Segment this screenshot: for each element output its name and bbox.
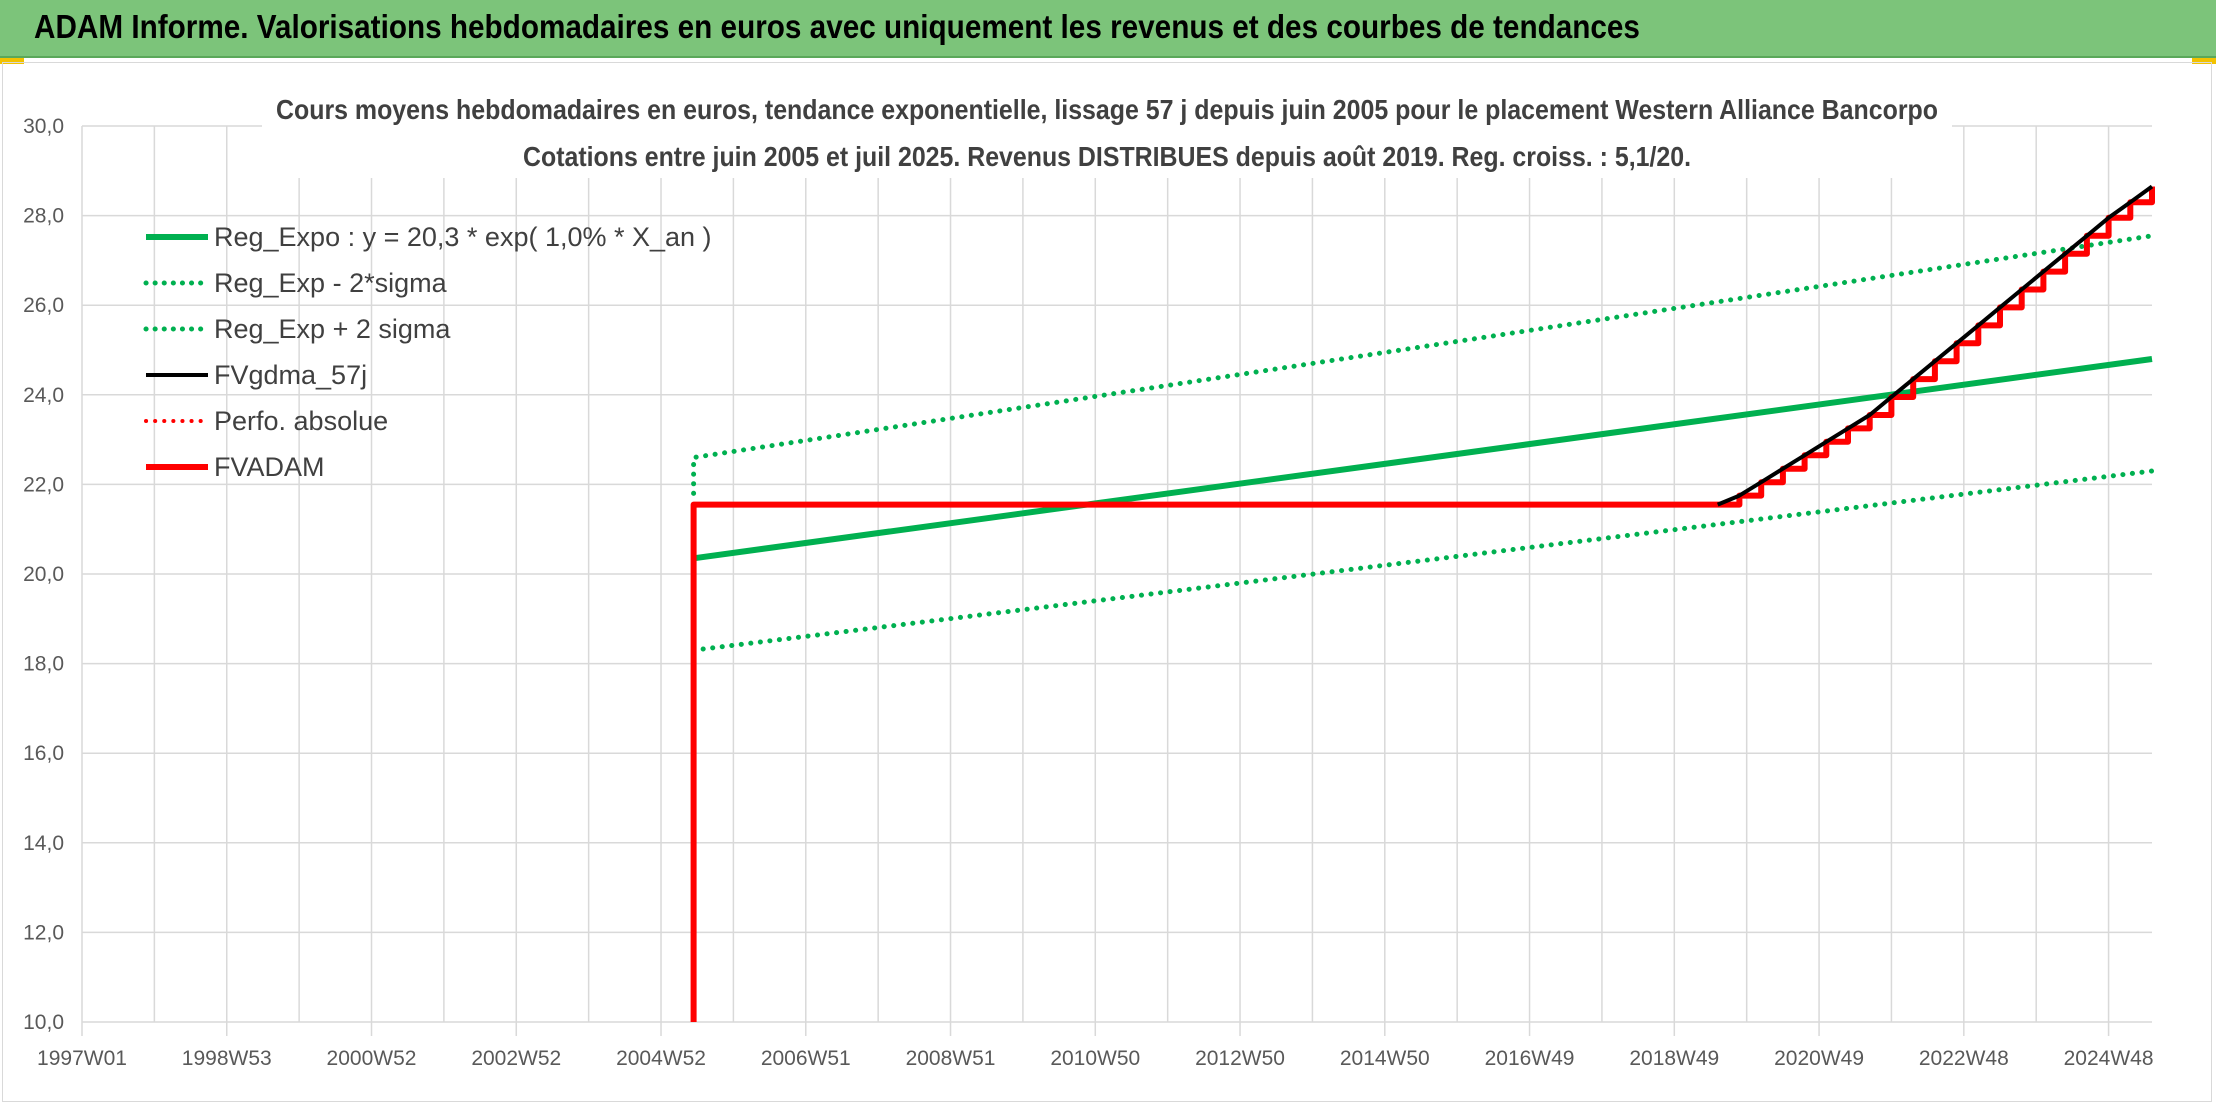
y-tick-label: 12,0 — [23, 921, 64, 944]
series-line-5 — [690, 186, 2155, 1022]
corner-accent-top-left — [0, 58, 24, 64]
legend-label: FVgdma_57j — [214, 360, 367, 390]
report-title: ADAM Informe. Valorisations hebdomadaire… — [34, 8, 1640, 45]
legend-label: Reg_Exp - 2*sigma — [214, 268, 448, 298]
chart-title: Cours moyens hebdomadaires en euros, ten… — [276, 94, 1938, 125]
legend-label: Reg_Expo : y = 20,3 * exp( 1,0% * X_an ) — [214, 222, 712, 252]
series-line-0 — [693, 356, 2153, 562]
y-tick-label: 24,0 — [23, 384, 64, 407]
x-tick-label: 2008W51 — [906, 1047, 996, 1070]
y-tick-label: 20,0 — [23, 563, 64, 586]
y-tick-label: 30,0 — [23, 115, 64, 138]
legend-label: FVADAM — [214, 452, 325, 482]
series-line-2 — [691, 233, 2155, 496]
x-tick-label: 2020W49 — [1774, 1047, 1864, 1070]
y-tick-label: 18,0 — [23, 653, 64, 676]
x-tick-label: 2002W52 — [471, 1047, 561, 1070]
y-tick-label: 10,0 — [23, 1011, 64, 1034]
legend-label: Reg_Exp + 2 sigma — [214, 314, 451, 344]
x-tick-label: 1998W53 — [182, 1047, 272, 1070]
series-lines — [690, 184, 2155, 1022]
grid — [81, 125, 2152, 1036]
y-axis-tick-labels: 10,0 12,0 14,0 16,0 18,0 20,0 22,0 24,0 26,0 28,0… — [23, 115, 64, 1034]
y-tick-label: 16,0 — [23, 742, 64, 765]
x-tick-label: 2024W48 — [2064, 1047, 2154, 1070]
chart-subtitle: Cotations entre juin 2005 et juil 2025. … — [523, 141, 1691, 172]
corner-accent-top-right — [2192, 58, 2216, 64]
x-axis-tick-labels: 1997W01 1998W53 2000W52 2002W52 2004W52 2006W… — [37, 1047, 2153, 1070]
y-tick-label: 28,0 — [23, 205, 64, 228]
chart-frame — [2, 62, 2212, 1102]
x-tick-label: 2022W48 — [1919, 1047, 2009, 1070]
legend: Reg_Expo : y = 20,3 * exp( 1,0% * X_an )… — [143, 222, 712, 482]
y-tick-label: 26,0 — [23, 294, 64, 317]
x-tick-label: 2014W50 — [1340, 1047, 1430, 1070]
series-line-3 — [1716, 184, 2154, 507]
legend-label: Perfo. absolue — [214, 406, 388, 436]
x-tick-label: 2018W49 — [1629, 1047, 1719, 1070]
report-banner: ADAM Informe. Valorisations hebdomadaire… — [0, 0, 2216, 58]
x-tick-label: 2010W50 — [1050, 1047, 1140, 1070]
title-background — [262, 86, 1952, 178]
series-line-1 — [691, 468, 2155, 653]
x-tick-label: 2016W49 — [1485, 1047, 1575, 1070]
x-tick-label: 2006W51 — [761, 1047, 851, 1070]
y-tick-label: 14,0 — [23, 832, 64, 855]
x-tick-label: 2004W52 — [616, 1047, 706, 1070]
x-tick-label: 1997W01 — [37, 1047, 127, 1070]
x-tick-label: 2000W52 — [327, 1047, 417, 1070]
x-tick-label: 2012W50 — [1195, 1047, 1285, 1070]
y-tick-label: 22,0 — [23, 473, 64, 496]
chart-title-box: Cours moyens hebdomadaires en euros, ten… — [262, 86, 1952, 178]
